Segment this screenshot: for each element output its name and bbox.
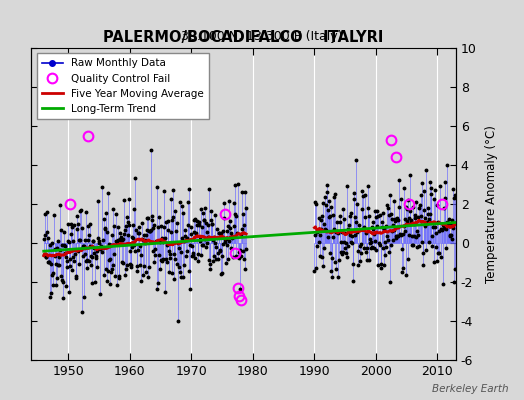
Legend: Raw Monthly Data, Quality Control Fail, Five Year Moving Average, Long-Term Tren: Raw Monthly Data, Quality Control Fail, … <box>37 53 209 119</box>
Text: Berkeley Earth: Berkeley Earth <box>432 384 508 394</box>
Title: PALERMO/BOCADIFALCO    ITALYRI: PALERMO/BOCADIFALCO ITALYRI <box>103 30 384 46</box>
Text: 38.100 N, 13.300 E (Italy): 38.100 N, 13.300 E (Italy) <box>181 30 343 43</box>
